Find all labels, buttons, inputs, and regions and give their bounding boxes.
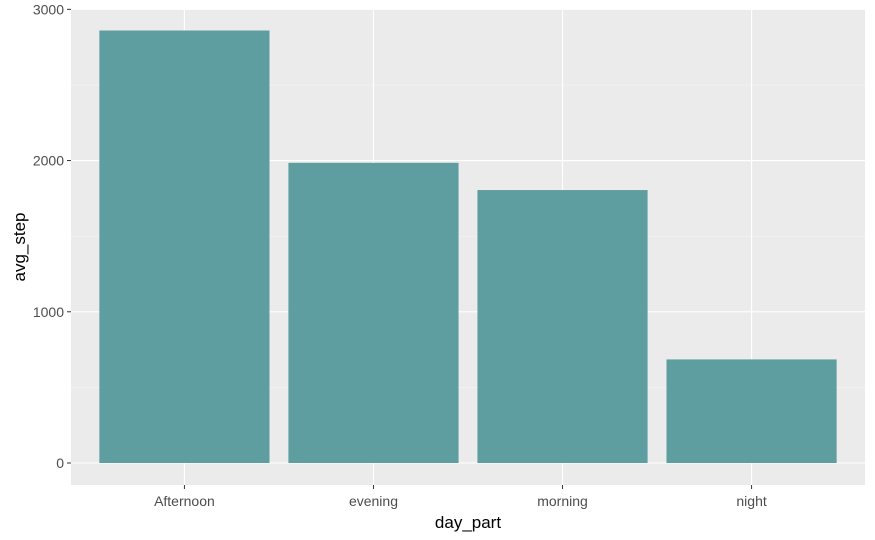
x-tick-label: night (736, 493, 766, 509)
x-tick-label: Afternoon (154, 493, 215, 509)
y-tick-label: 3000 (33, 1, 64, 17)
bar-afternoon (99, 30, 270, 463)
bar-night (666, 359, 837, 463)
y-axis-title: avg_step (10, 213, 29, 282)
x-axis-ticks: Afternoon evening morning night (154, 485, 767, 509)
x-tick-label: evening (349, 493, 398, 509)
bar-morning (477, 190, 648, 463)
bar-evening (288, 162, 459, 463)
x-axis-title: day_part (435, 513, 501, 532)
y-tick-label: 1000 (33, 304, 64, 320)
x-tick-label: morning (537, 493, 588, 509)
y-tick-label: 0 (56, 455, 64, 471)
bars (99, 30, 837, 463)
y-axis-ticks: 0 1000 2000 3000 (33, 1, 71, 471)
y-tick-label: 2000 (33, 153, 64, 169)
